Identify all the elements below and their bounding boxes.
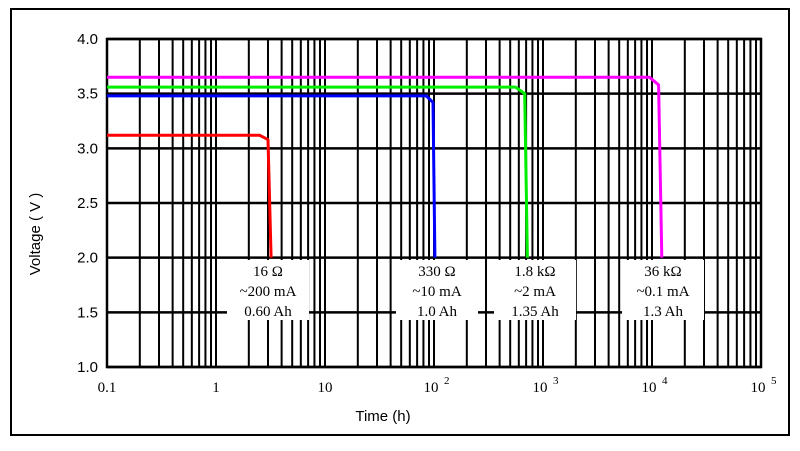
x-tick-exponent: 5 [771, 375, 777, 387]
series-line-1 [107, 133, 273, 258]
x-tick-base: 10 [424, 380, 439, 396]
x-tick-base: 1 [212, 380, 220, 396]
annotation-line: 1.0 Ah [417, 304, 458, 320]
annotation-line: 1.3 Ah [643, 304, 684, 320]
annotation-1: 16 Ω ~200 mA 0.60 Ah [227, 260, 309, 320]
annotation-2: 330 Ω ~10 mA 1.0 Ah [396, 260, 478, 320]
y-axis-title: Voltage ( V ) [27, 193, 44, 276]
annotations: 16 Ω ~200 mA 0.60 Ah 330 Ω ~10 mA 1.0 Ah 1.8 k… [227, 260, 704, 320]
annotation-line: 36 kΩ [644, 264, 681, 280]
x-tick-labels: 0.1 1 10 10 2 10 3 10 4 10 5 [98, 375, 777, 396]
annotation-line: ~10 mA [412, 284, 462, 300]
annotation-4: 36 kΩ ~0.1 mA 1.3 Ah [622, 260, 704, 320]
y-tick-label: 2.0 [77, 250, 98, 267]
annotation-line: ~2 mA [514, 284, 556, 300]
x-tick-base: 0.1 [98, 380, 117, 396]
annotation-line: ~0.1 mA [636, 284, 689, 300]
x-tick-base: 10 [642, 380, 657, 396]
y-tick-label: 3.0 [77, 140, 98, 157]
x-tick-label: 10 4 [642, 375, 669, 396]
y-tick-label: 2.5 [77, 195, 98, 212]
y-tick-label: 3.5 [77, 86, 98, 103]
annotation-line: ~200 mA [240, 284, 297, 300]
x-tick-label: 0.1 [98, 380, 117, 396]
y-tick-label: 4.0 [77, 31, 98, 48]
x-tick-label: 10 5 [751, 375, 778, 396]
y-tick-label: 1.5 [77, 304, 98, 321]
x-tick-base: 10 [318, 380, 333, 396]
annotation-line: 330 Ω [418, 264, 455, 280]
x-tick-exponent: 4 [662, 375, 668, 387]
annotation-background [622, 260, 704, 320]
y-tick-labels: 1.0 1.5 2.0 2.5 3.0 3.5 4.0 [77, 31, 98, 376]
x-tick-label: 10 [318, 380, 333, 396]
x-tick-label: 10 3 [533, 375, 560, 396]
series-line-2 [107, 94, 437, 258]
annotation-background [227, 260, 309, 320]
series-line-4 [107, 75, 664, 258]
series-lines [107, 75, 664, 258]
x-tick-exponent: 2 [444, 375, 450, 387]
y-tick-label: 1.0 [77, 359, 98, 376]
annotation-line: 16 Ω [253, 264, 283, 280]
annotation-background [396, 260, 478, 320]
annotation-line: 1.8 kΩ [514, 264, 555, 280]
x-tick-label: 10 2 [424, 375, 450, 396]
x-tick-label: 1 [212, 380, 220, 396]
annotation-line: 0.60 Ah [244, 304, 292, 320]
annotation-background [494, 260, 576, 320]
annotation-3: 1.8 kΩ ~2 mA 1.35 Ah [494, 260, 576, 320]
x-axis-title: Time (h) [355, 408, 410, 425]
series-line-3 [107, 85, 529, 258]
x-tick-base: 10 [751, 380, 766, 396]
annotation-line: 1.35 Ah [511, 304, 559, 320]
x-tick-base: 10 [533, 380, 548, 396]
x-tick-exponent: 3 [553, 375, 559, 387]
